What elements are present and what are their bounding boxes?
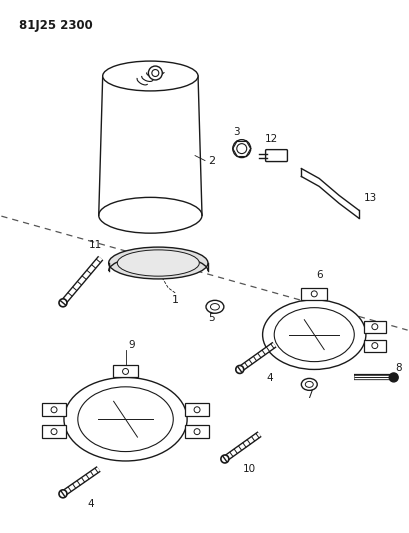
Circle shape xyxy=(221,455,229,463)
FancyBboxPatch shape xyxy=(112,366,139,377)
FancyBboxPatch shape xyxy=(185,403,209,416)
Circle shape xyxy=(152,69,159,77)
Circle shape xyxy=(194,429,200,434)
FancyBboxPatch shape xyxy=(42,425,66,438)
Ellipse shape xyxy=(263,300,366,369)
Text: 81J25 2300: 81J25 2300 xyxy=(19,19,93,33)
Circle shape xyxy=(59,299,67,307)
FancyBboxPatch shape xyxy=(301,288,327,300)
Ellipse shape xyxy=(211,304,219,310)
Circle shape xyxy=(372,324,378,330)
Text: 6: 6 xyxy=(316,270,323,280)
Text: 3: 3 xyxy=(234,127,240,136)
Circle shape xyxy=(311,291,317,297)
Circle shape xyxy=(233,140,251,158)
Ellipse shape xyxy=(301,378,317,390)
Circle shape xyxy=(237,144,247,154)
Text: 9: 9 xyxy=(128,340,135,350)
FancyBboxPatch shape xyxy=(364,321,386,333)
Circle shape xyxy=(372,343,378,349)
Circle shape xyxy=(51,429,57,434)
Text: 11: 11 xyxy=(89,240,102,250)
Circle shape xyxy=(148,66,162,80)
Circle shape xyxy=(389,373,398,382)
Text: 4: 4 xyxy=(266,374,273,383)
Text: 4: 4 xyxy=(88,499,94,508)
FancyBboxPatch shape xyxy=(185,425,209,438)
FancyBboxPatch shape xyxy=(265,150,288,161)
Text: 5: 5 xyxy=(209,313,215,322)
Circle shape xyxy=(194,407,200,413)
Text: 12: 12 xyxy=(265,134,278,144)
Ellipse shape xyxy=(99,197,202,233)
Ellipse shape xyxy=(274,308,354,361)
Ellipse shape xyxy=(109,247,208,279)
Ellipse shape xyxy=(103,61,198,91)
Ellipse shape xyxy=(117,250,199,276)
Ellipse shape xyxy=(78,387,173,451)
Text: 7: 7 xyxy=(306,390,312,400)
Text: 13: 13 xyxy=(364,193,377,204)
Circle shape xyxy=(123,368,128,375)
Ellipse shape xyxy=(206,300,224,313)
Text: 2: 2 xyxy=(208,156,215,166)
Circle shape xyxy=(59,490,67,498)
Text: 1: 1 xyxy=(172,295,179,305)
Ellipse shape xyxy=(305,382,313,387)
Ellipse shape xyxy=(64,377,187,461)
Circle shape xyxy=(236,366,244,374)
Circle shape xyxy=(51,407,57,413)
Text: 8: 8 xyxy=(396,364,402,374)
FancyBboxPatch shape xyxy=(364,340,386,352)
Text: 10: 10 xyxy=(243,464,256,474)
FancyBboxPatch shape xyxy=(42,403,66,416)
